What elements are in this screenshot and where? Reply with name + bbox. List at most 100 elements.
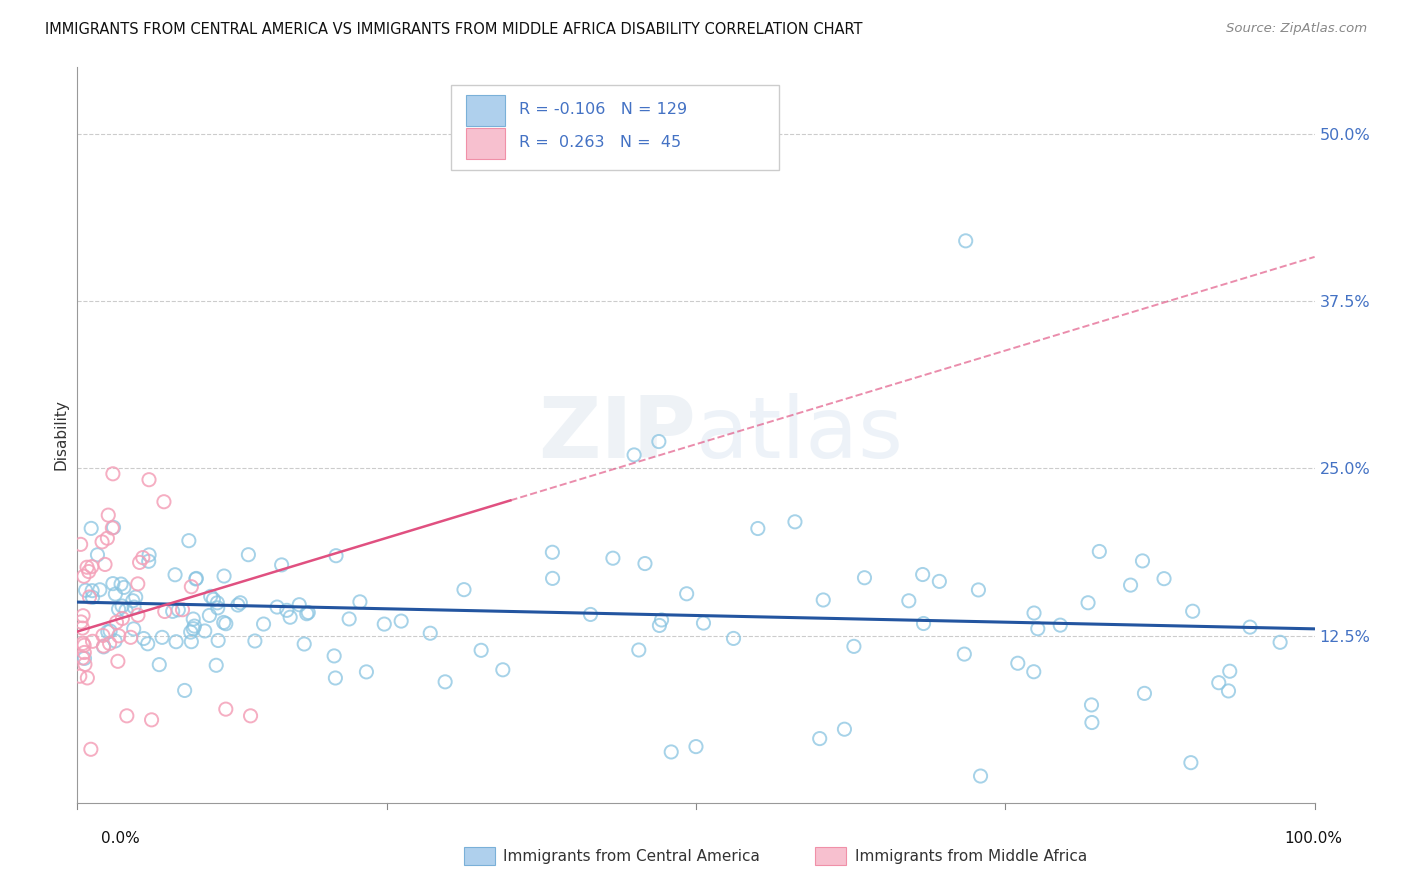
Point (1219, 664, 1241, 678)
Point (278, 610, 301, 624)
Point (110, 577, 132, 591)
Point (747, 521, 769, 535)
Point (128, 555, 150, 569)
Point (541, 571, 564, 585)
Point (101, 576, 124, 591)
Text: Immigrants from Middle Africa: Immigrants from Middle Africa (855, 849, 1087, 863)
Point (127, 608, 149, 623)
Point (207, 596, 229, 610)
Point (928, 574, 950, 589)
Point (91, 628, 114, 642)
Point (104, 587, 127, 601)
Point (93, 639, 115, 653)
Point (148, 657, 170, 672)
Point (73, 569, 96, 583)
Point (180, 625, 202, 640)
Point (623, 448, 645, 462)
Point (69, 537, 91, 551)
Point (180, 634, 202, 648)
Point (270, 558, 292, 572)
Point (194, 624, 217, 638)
Point (121, 593, 143, 607)
Point (834, 723, 856, 737)
Point (75, 583, 97, 598)
Text: Source: ZipAtlas.com: Source: ZipAtlas.com (1226, 22, 1367, 36)
Point (292, 637, 315, 651)
Point (675, 587, 697, 601)
Point (101, 521, 124, 535)
Point (323, 648, 346, 663)
Point (112, 581, 135, 595)
Point (86, 548, 108, 562)
Point (96, 531, 118, 545)
Point (627, 643, 650, 657)
Point (541, 545, 564, 559)
FancyBboxPatch shape (451, 86, 779, 170)
Point (105, 615, 128, 630)
Point (1049, 618, 1071, 632)
Point (80, 521, 103, 535)
Point (107, 629, 129, 643)
Text: R =  0.263   N =  45: R = 0.263 N = 45 (519, 136, 681, 150)
Point (73, 638, 96, 652)
Point (115, 708, 138, 723)
Point (897, 594, 920, 608)
Point (325, 549, 347, 563)
Point (122, 622, 145, 636)
Point (1218, 684, 1240, 698)
Point (72, 608, 94, 623)
Text: 0.0%: 0.0% (101, 831, 141, 847)
Point (1088, 544, 1111, 558)
Point (181, 612, 204, 626)
Point (243, 634, 266, 648)
Point (911, 567, 934, 582)
Point (80, 742, 103, 756)
Y-axis label: Disability: Disability (53, 400, 69, 470)
Point (207, 600, 229, 615)
Point (177, 533, 200, 548)
Point (1081, 715, 1104, 730)
Point (226, 598, 249, 612)
Point (373, 617, 395, 632)
Point (97, 508, 120, 522)
Point (141, 713, 163, 727)
Point (215, 702, 238, 716)
Point (79, 590, 101, 604)
Point (184, 572, 207, 586)
Point (167, 603, 190, 617)
Point (202, 592, 225, 607)
Point (73, 651, 96, 665)
Point (419, 626, 441, 640)
Point (470, 643, 492, 657)
Point (153, 604, 176, 618)
Point (172, 603, 194, 617)
Point (1080, 698, 1102, 712)
Point (955, 234, 977, 248)
Point (808, 731, 831, 746)
Point (200, 590, 222, 604)
Point (1268, 635, 1291, 649)
Point (153, 494, 176, 508)
Point (276, 603, 298, 617)
Point (692, 615, 714, 630)
Point (453, 582, 475, 597)
Point (434, 674, 457, 689)
Point (659, 745, 682, 759)
Point (122, 600, 145, 615)
Point (297, 606, 319, 620)
Point (1022, 665, 1045, 679)
Point (132, 632, 155, 646)
Point (337, 612, 360, 626)
Point (207, 633, 229, 648)
Point (1208, 675, 1230, 690)
Point (111, 599, 134, 613)
Point (115, 603, 138, 617)
Point (813, 593, 835, 607)
Point (1119, 578, 1142, 592)
Point (266, 600, 288, 615)
Point (1153, 572, 1175, 586)
Point (723, 632, 745, 646)
Point (783, 515, 806, 529)
Point (89, 582, 111, 597)
Point (1022, 606, 1045, 620)
